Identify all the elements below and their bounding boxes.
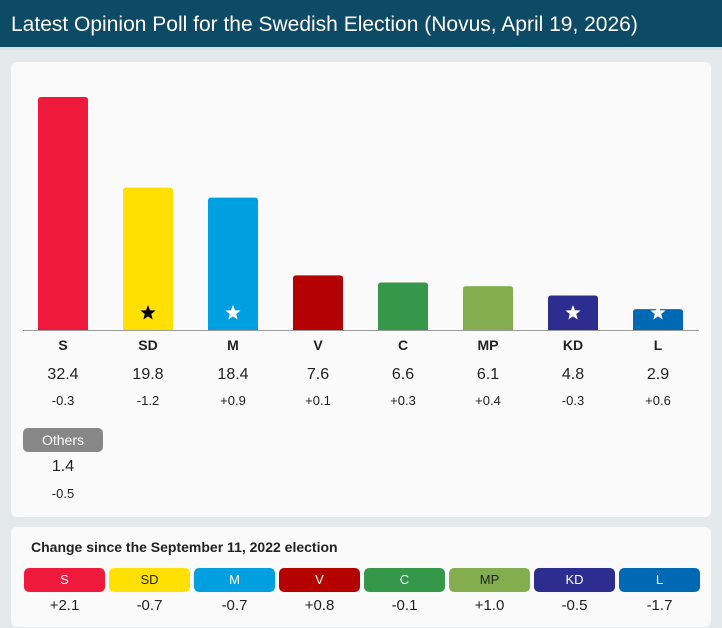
others-value: 1.4 <box>51 458 75 475</box>
party-label-s: S <box>58 337 67 353</box>
value-label-m: 18.4 <box>217 366 248 383</box>
change-badge-kd: KD <box>534 568 615 592</box>
bar-sd <box>123 187 173 330</box>
change-value-s: +2.1 <box>49 597 80 614</box>
bar-c <box>378 282 428 330</box>
change-badge-sd: SD <box>109 568 190 592</box>
value-label-kd: 4.8 <box>562 366 584 383</box>
change-label-c: +0.3 <box>390 393 416 408</box>
value-label-s: 32.4 <box>47 366 78 383</box>
change-value-c: -0.1 <box>391 597 418 614</box>
page-title: Latest Opinion Poll for the Swedish Elec… <box>11 13 638 36</box>
change-label-s: -0.3 <box>52 393 74 408</box>
change-label-kd: -0.3 <box>562 393 584 408</box>
party-label-l: L <box>654 337 663 353</box>
party-label-c: C <box>398 337 408 353</box>
bar-mp <box>463 286 513 330</box>
change-label-l: +0.6 <box>645 393 671 408</box>
change-value-v: +0.8 <box>304 597 335 614</box>
others-badge: Others <box>23 428 103 452</box>
value-label-l: 2.9 <box>647 366 669 383</box>
change-value-sd: -0.7 <box>136 597 163 614</box>
election-change-card: Change since the September 11, 2022 elec… <box>11 527 711 627</box>
value-label-mp: 6.1 <box>477 366 499 383</box>
change-label-mp: +0.4 <box>475 393 501 408</box>
change-badge-v: V <box>279 568 360 592</box>
party-label-v: V <box>313 337 323 353</box>
party-label-m: M <box>227 337 239 353</box>
party-label-kd: KD <box>563 337 583 353</box>
change-value-m: -0.7 <box>221 597 248 614</box>
bar-v <box>293 275 343 330</box>
bar-l <box>633 309 683 330</box>
change-label-v: +0.1 <box>305 393 331 408</box>
others-change: -0.5 <box>51 486 75 501</box>
change-badge-l: L <box>619 568 700 592</box>
header-bar: Latest Opinion Poll for the Swedish Elec… <box>0 0 722 50</box>
star-icon <box>565 305 581 320</box>
change-value-mp: +1.0 <box>474 597 505 614</box>
bar-m <box>208 197 258 330</box>
change-row: S +2.1 SD -0.7 M -0.7 V +0.8 C -0.1 MP +1.0 KD -0.5 L -… <box>11 568 711 628</box>
star-icon <box>225 305 241 320</box>
party-label-mp: MP <box>478 337 499 353</box>
change-badge-c: C <box>364 568 445 592</box>
party-label-sd: SD <box>138 337 157 353</box>
bar-s <box>38 97 88 330</box>
value-label-c: 6.6 <box>392 366 414 383</box>
change-value-l: -1.7 <box>646 597 673 614</box>
change-badge-mp: MP <box>449 568 530 592</box>
star-icon <box>650 305 666 320</box>
poll-bar-chart: S 32.4 -0.3 SD 19.8 -1.2 M 18.4 +0.9 V 7.6 +0.1 C 6.6… <box>23 97 699 408</box>
change-label-m: +0.9 <box>220 393 246 408</box>
value-label-v: 7.6 <box>307 366 329 383</box>
star-icon <box>140 305 156 320</box>
change-value-kd: -0.5 <box>561 597 588 614</box>
change-badge-m: M <box>194 568 275 592</box>
change-badge-s: S <box>24 568 105 592</box>
value-label-sd: 19.8 <box>132 366 163 383</box>
poll-chart-card: S 32.4 -0.3 SD 19.8 -1.2 M 18.4 +0.9 V 7.6 +0.1 C 6.6… <box>11 62 711 517</box>
change-label-sd: -1.2 <box>137 393 159 408</box>
change-section-title: Change since the September 11, 2022 elec… <box>31 539 338 555</box>
